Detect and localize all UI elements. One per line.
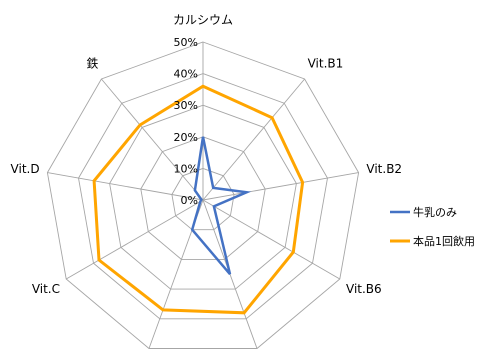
chart-tick-labels: 0% 10% 20% 30% 40% 50%: [174, 36, 198, 207]
category-label-3: Vit.B6: [346, 282, 382, 296]
chart-series: [92, 84, 305, 315]
category-label-6: Vit.C: [32, 282, 60, 296]
tick-label-1: 10%: [174, 162, 198, 175]
legend-label-1: 本品1回飲用: [413, 234, 475, 248]
grid-ring-4: [78, 73, 328, 320]
grid-ring-3: [109, 104, 297, 290]
legend-label-0: 牛乳のみ: [413, 205, 457, 219]
category-label-0: カルシウム: [173, 13, 233, 27]
axis-spoke-6: [65, 199, 204, 280]
axis-spoke-7: [47, 172, 204, 201]
category-label-8: 鉄: [86, 56, 98, 71]
tick-label-2: 20%: [174, 131, 198, 144]
axis-spoke-8: [101, 78, 204, 201]
tick-label-5: 50%: [174, 36, 198, 49]
category-label-7: Vit.D: [11, 162, 40, 176]
chart-category-labels: カルシウムVit.B1Vit.B2Vit.B6Vit.B12ナイアシンVit.C…: [11, 13, 403, 296]
category-label-1: Vit.B1: [308, 57, 344, 71]
tick-label-4: 40%: [174, 68, 198, 81]
category-label-2: Vit.B2: [366, 162, 402, 176]
axis-spoke-1: [202, 78, 305, 201]
axis-spoke-2: [202, 172, 359, 201]
grid-ring-5: [46, 41, 360, 349]
series-line-1: [92, 84, 305, 315]
axis-spoke-3: [202, 199, 341, 280]
tick-label-0: 0%: [181, 194, 198, 207]
tick-label-3: 30%: [174, 99, 198, 112]
series-line-0: [190, 136, 252, 276]
chart-grid: [46, 41, 360, 349]
grid-ring-2: [140, 136, 266, 260]
grid-ring-1: [171, 167, 235, 231]
